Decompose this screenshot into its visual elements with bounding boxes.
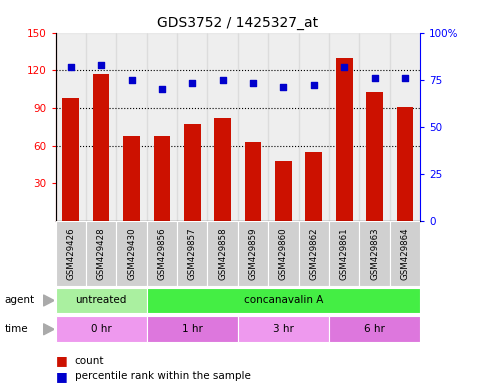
Point bbox=[188, 80, 196, 86]
Text: GSM429860: GSM429860 bbox=[279, 227, 288, 280]
Bar bbox=[366, 92, 383, 221]
Text: ■: ■ bbox=[56, 370, 67, 383]
Bar bbox=[62, 98, 79, 221]
Bar bbox=[238, 221, 268, 286]
Point bbox=[341, 63, 348, 70]
Bar bbox=[245, 142, 261, 221]
Bar bbox=[147, 221, 177, 286]
Text: agent: agent bbox=[5, 295, 35, 306]
Text: 1 hr: 1 hr bbox=[182, 324, 203, 334]
Text: time: time bbox=[5, 324, 28, 334]
Bar bbox=[147, 288, 420, 313]
Bar bbox=[154, 136, 170, 221]
Text: 6 hr: 6 hr bbox=[364, 324, 385, 334]
Title: GDS3752 / 1425327_at: GDS3752 / 1425327_at bbox=[157, 16, 318, 30]
Bar bbox=[147, 33, 177, 221]
Text: GSM429859: GSM429859 bbox=[249, 227, 257, 280]
Text: percentile rank within the sample: percentile rank within the sample bbox=[75, 371, 251, 381]
Text: ■: ■ bbox=[56, 354, 67, 367]
Bar bbox=[214, 118, 231, 221]
Bar bbox=[56, 316, 147, 342]
Text: GSM429863: GSM429863 bbox=[370, 227, 379, 280]
Bar bbox=[208, 221, 238, 286]
Bar bbox=[390, 221, 420, 286]
Bar bbox=[275, 161, 292, 221]
Point bbox=[310, 82, 318, 88]
Bar bbox=[86, 221, 116, 286]
Bar bbox=[329, 33, 359, 221]
Text: GSM429426: GSM429426 bbox=[66, 227, 75, 280]
Bar bbox=[268, 33, 298, 221]
Bar bbox=[116, 221, 147, 286]
Bar bbox=[184, 124, 200, 221]
Text: untreated: untreated bbox=[75, 295, 127, 306]
Text: concanavalin A: concanavalin A bbox=[244, 295, 323, 306]
Bar bbox=[177, 221, 208, 286]
Point bbox=[219, 76, 227, 83]
Bar bbox=[177, 33, 208, 221]
Bar bbox=[147, 316, 238, 342]
Bar bbox=[268, 221, 298, 286]
Bar bbox=[93, 74, 110, 221]
Point bbox=[97, 61, 105, 68]
Text: GSM429864: GSM429864 bbox=[400, 227, 410, 280]
Bar bbox=[336, 58, 353, 221]
Bar bbox=[329, 316, 420, 342]
Text: 0 hr: 0 hr bbox=[91, 324, 112, 334]
Bar bbox=[208, 33, 238, 221]
Text: count: count bbox=[75, 356, 104, 366]
Bar bbox=[359, 221, 390, 286]
Point bbox=[280, 84, 287, 90]
Text: GSM429862: GSM429862 bbox=[309, 227, 318, 280]
Point bbox=[249, 80, 257, 86]
Text: 3 hr: 3 hr bbox=[273, 324, 294, 334]
Bar bbox=[86, 33, 116, 221]
Bar bbox=[305, 152, 322, 221]
Text: GSM429428: GSM429428 bbox=[97, 227, 106, 280]
Text: GSM429430: GSM429430 bbox=[127, 227, 136, 280]
Text: GSM429858: GSM429858 bbox=[218, 227, 227, 280]
Bar bbox=[56, 288, 147, 313]
Bar bbox=[298, 33, 329, 221]
Polygon shape bbox=[43, 295, 54, 306]
Bar bbox=[397, 107, 413, 221]
Text: GSM429861: GSM429861 bbox=[340, 227, 349, 280]
Bar bbox=[116, 33, 147, 221]
Bar bbox=[238, 33, 268, 221]
Bar bbox=[329, 221, 359, 286]
Point bbox=[67, 63, 74, 70]
Text: GSM429856: GSM429856 bbox=[157, 227, 167, 280]
Point bbox=[158, 86, 166, 92]
Bar bbox=[56, 221, 86, 286]
Bar bbox=[359, 33, 390, 221]
Bar bbox=[238, 316, 329, 342]
Point bbox=[128, 76, 135, 83]
Polygon shape bbox=[43, 324, 54, 335]
Bar bbox=[298, 221, 329, 286]
Point bbox=[401, 75, 409, 81]
Point bbox=[371, 75, 379, 81]
Text: GSM429857: GSM429857 bbox=[188, 227, 197, 280]
Bar bbox=[123, 136, 140, 221]
Bar bbox=[56, 33, 86, 221]
Bar bbox=[390, 33, 420, 221]
